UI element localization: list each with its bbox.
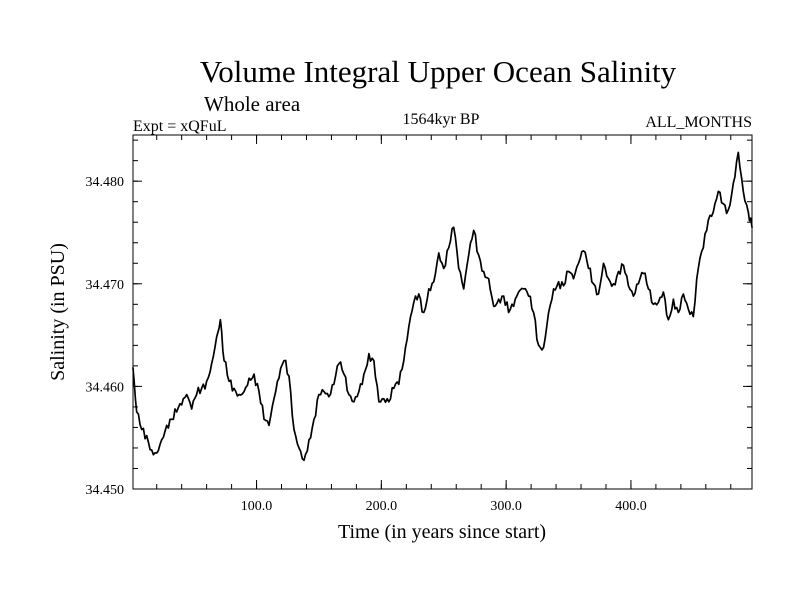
plot-frame — [132, 134, 753, 490]
y-tick-label: 34.450 — [86, 483, 125, 498]
x-tick-label: 300.0 — [490, 499, 522, 514]
chart-subtitle: Whole area — [204, 92, 301, 116]
y-axis-label: Salinity (in PSU) — [47, 243, 69, 381]
y-tick-labels: 34.450 34.460 34.470 34.480 — [86, 175, 125, 498]
salinity-series-line — [132, 151, 753, 462]
x-tick-label: 200.0 — [366, 499, 398, 514]
y-tick-label: 34.480 — [86, 175, 125, 190]
annotation-experiment: Expt = xQFuL — [133, 118, 226, 135]
x-tick-label: 400.0 — [615, 499, 647, 514]
y-tick-label: 34.460 — [86, 380, 125, 395]
x-axis-label: Time (in years since start) — [338, 521, 546, 543]
x-tick-labels: 100.0 200.0 300.0 400.0 — [241, 499, 647, 514]
chart-title: Volume Integral Upper Ocean Salinity — [200, 54, 677, 89]
x-tick-label: 100.0 — [241, 499, 273, 514]
annotation-months: ALL_MONTHS — [645, 114, 752, 131]
y-tick-label: 34.470 — [86, 278, 125, 293]
annotation-period: 1564kyr BP — [403, 111, 480, 128]
